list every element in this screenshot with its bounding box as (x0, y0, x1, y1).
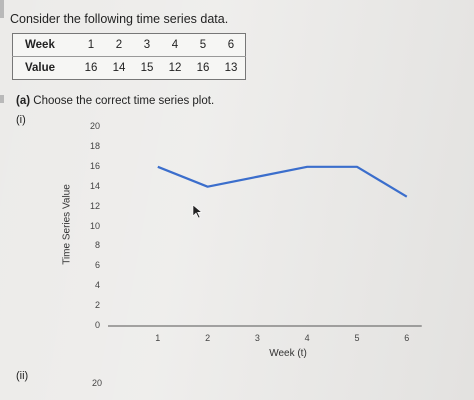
y-tick-label: 0 (94, 320, 100, 330)
x-tick-label: 4 (304, 333, 310, 343)
value-cell: 16 (196, 62, 210, 74)
value-cell: 15 (140, 62, 154, 74)
y-tick-label: 4 (94, 280, 100, 291)
y-tick-label: 2 (94, 300, 100, 311)
week-cell: 3 (133, 33, 161, 57)
week-cell: 5 (189, 33, 217, 57)
value-cell: 12 (168, 62, 182, 74)
option-i-label[interactable]: (i) (16, 114, 26, 126)
y-tick-label: 8 (94, 240, 100, 251)
week-cell: 6 (217, 33, 246, 57)
y-tick-label: 12 (89, 200, 100, 211)
y-tick-label: 16 (89, 160, 100, 171)
mouse-cursor (192, 204, 203, 219)
x-tick-label: 2 (205, 333, 211, 343)
question-intro: Consider the following time series data. (10, 12, 229, 26)
week-row: Week 1 2 3 4 5 6 (12, 33, 246, 57)
part-a-prompt: (a) Choose the correct time series plot. (16, 95, 214, 107)
week-cell: 4 (161, 33, 189, 57)
week-cell: 1 (77, 33, 105, 57)
y-tick-label: 20 (89, 121, 100, 131)
week-header: Week (12, 33, 77, 57)
x-tick-label: 3 (254, 333, 260, 343)
time-series-table: Week 1 2 3 4 5 6 Value 16 14 15 12 16 13 (12, 33, 246, 80)
y-tick-label: 10 (89, 220, 100, 231)
value-cell: 14 (112, 62, 126, 74)
left-edge-marker (0, 0, 4, 18)
series-line (157, 165, 408, 198)
x-axis-label: Week (t) (269, 348, 307, 359)
value-row: Value 16 14 15 12 16 13 (13, 57, 246, 80)
option-ii-y-tick: 20 (91, 378, 102, 388)
value-cell: 16 (84, 62, 98, 74)
left-edge-marker (0, 95, 4, 103)
week-cell: 2 (105, 33, 133, 57)
option-ii-label[interactable]: (ii) (16, 370, 29, 382)
part-a-text: Choose the correct time series plot. (33, 95, 215, 107)
x-tick-label: 5 (354, 333, 360, 343)
value-header: Value (25, 62, 56, 74)
part-a-label: (a) (16, 95, 31, 107)
x-tick-label: 6 (404, 333, 410, 343)
value-cell: 13 (224, 62, 238, 74)
y-tick-label: 6 (94, 260, 100, 271)
y-tick-label: 18 (89, 140, 100, 151)
y-tick-label: 14 (89, 180, 100, 191)
x-tick-label: 1 (155, 333, 161, 343)
